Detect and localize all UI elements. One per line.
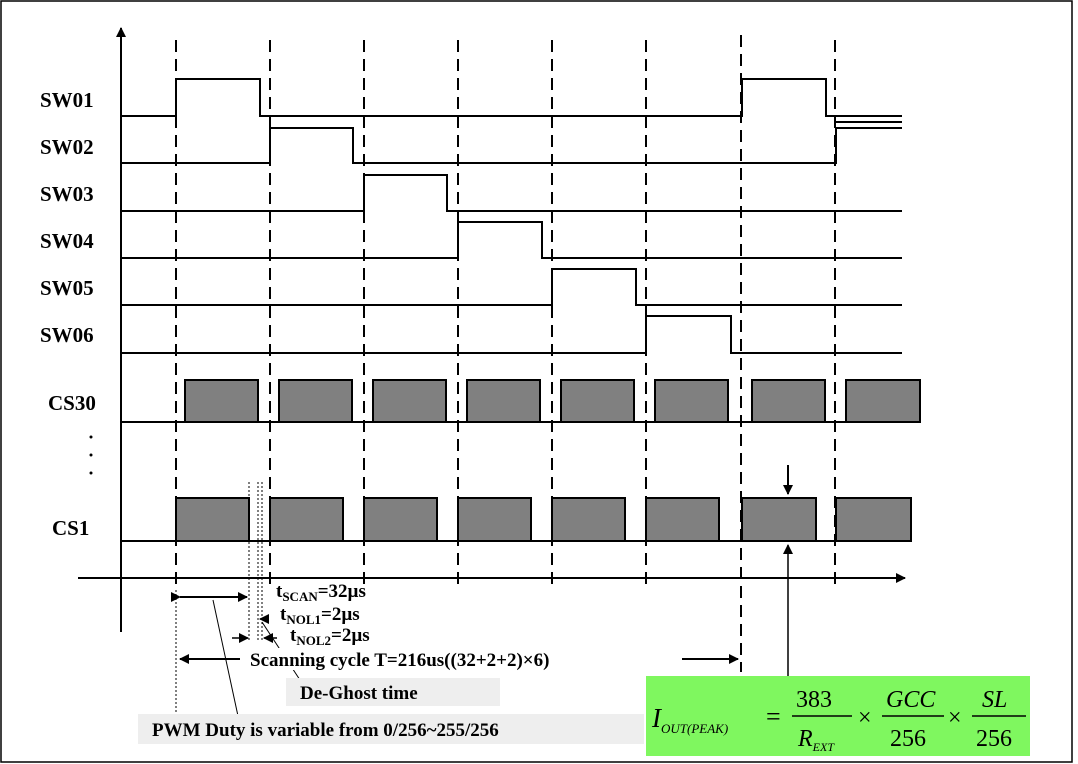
cs1-pulse [835, 497, 912, 542]
formula-frac2-den: 256 [890, 726, 926, 752]
formula-equals: = [766, 702, 781, 731]
deghost-label: De-Ghost time [300, 683, 418, 704]
formula-frac1-den: REXT [797, 726, 835, 754]
signal-label-sw05: SW05 [40, 276, 94, 300]
waveform-sw02 [122, 127, 902, 164]
cs30-pulse [184, 379, 259, 423]
ellipsis-dot [89, 453, 93, 457]
waveform-sw05 [122, 268, 902, 306]
signal-label-cs1: CS1 [52, 516, 89, 540]
signal-label-sw03: SW03 [40, 182, 94, 206]
signal-label-sw04: SW04 [40, 229, 94, 253]
cs1-pulse [551, 497, 626, 542]
cs30-pulse [466, 379, 541, 423]
formula-frac3-num: SL [982, 687, 1007, 713]
cs30-pulse [751, 379, 826, 423]
waveform-sw01 [122, 78, 902, 117]
pwm-leader [212, 599, 239, 717]
ellipsis-dot [89, 471, 93, 475]
ellipsis-dot [89, 435, 93, 439]
cs30-pulse [845, 379, 921, 423]
switch-waveforms [122, 78, 902, 354]
cs30-waveform [122, 379, 921, 423]
pwm-label-bg [138, 714, 644, 744]
formula-lhs: IOUT(PEAK) [651, 703, 728, 736]
formula-frac1-num: 383 [796, 687, 832, 713]
cs1-pulse [363, 497, 438, 542]
formula-times-1: × [858, 705, 872, 731]
tnol2-label: tNOL2=2µs [290, 625, 370, 648]
cs1-pulse [457, 497, 532, 542]
formula-times-2: × [948, 705, 962, 731]
waveform-sw04 [122, 221, 902, 259]
cs1-pulse [175, 497, 250, 542]
waveform-sw06 [122, 315, 902, 354]
pwm-duty-label: PWM Duty is variable from 0/256~255/256 [152, 720, 499, 741]
tnol1-label: tNOL1=2µs [280, 604, 360, 627]
formula-frac2-num: GCC [886, 687, 936, 713]
cycle-label-bg [244, 648, 676, 670]
cs30-pulse [560, 379, 635, 423]
signal-label-cs30: CS30 [48, 391, 96, 415]
cs1-pulse [645, 497, 720, 542]
formula-frac3-den: 256 [976, 726, 1012, 752]
cs1-pulse [741, 497, 817, 542]
cs1-waveform [122, 497, 912, 542]
scanning-cycle-label: Scanning cycle T=216us((32+2+2)×6) [250, 650, 549, 671]
waveform-sw03 [122, 174, 902, 212]
cs30-pulse [372, 379, 447, 423]
cs30-pulse [278, 379, 353, 423]
signal-label-sw01: SW01 [40, 88, 94, 112]
deghost-label-bg [286, 678, 500, 706]
tscan-label: tSCAN=32µs [276, 581, 366, 604]
signal-labels: SW01 SW02 SW03 SW04 SW05 SW06 CS30 CS1 [40, 88, 96, 540]
vertical-ellipsis [89, 435, 93, 475]
current-formula: IOUT(PEAK) = 383 REXT × GCC 256 × SL 256 [646, 676, 1030, 756]
cs1-pulse [269, 497, 344, 542]
signal-label-sw06: SW06 [40, 323, 94, 347]
signal-label-sw02: SW02 [40, 135, 94, 159]
cs30-pulse [654, 379, 729, 423]
